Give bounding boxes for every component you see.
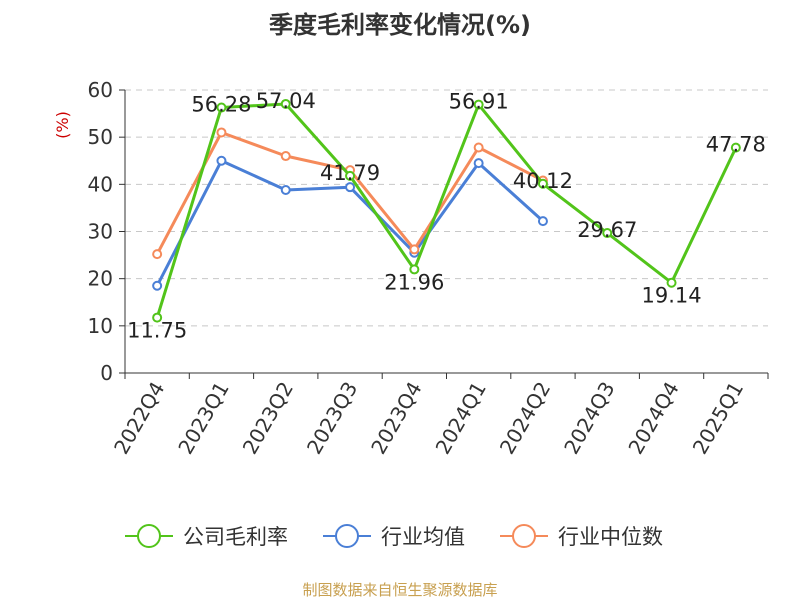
data-point xyxy=(216,155,227,166)
x-tick-label: 2023Q1 xyxy=(173,378,233,459)
x-tick-label: 2024Q2 xyxy=(495,378,555,459)
data-point xyxy=(345,170,356,181)
legend-marker xyxy=(512,524,536,548)
y-axis-label: (%) xyxy=(53,111,72,139)
data-label: 40.12 xyxy=(513,169,573,193)
source-note: 制图数据来自恒生聚源数据库 xyxy=(302,581,498,599)
data-label: 21.96 xyxy=(384,270,444,294)
legend-label: 行业中位数 xyxy=(558,525,663,549)
x-tick-label: 2024Q1 xyxy=(431,378,491,459)
legend-item[interactable]: 行业均值 xyxy=(323,524,465,549)
data-point xyxy=(345,182,356,193)
series-line xyxy=(155,102,738,319)
data-point xyxy=(409,244,420,255)
legend-item[interactable]: 行业中位数 xyxy=(500,524,663,549)
legend-label: 行业均值 xyxy=(381,525,465,549)
data-point xyxy=(152,280,163,291)
x-tick-label: 2023Q2 xyxy=(238,378,298,459)
data-point xyxy=(537,178,548,189)
data-label: 19.14 xyxy=(641,284,701,308)
data-point xyxy=(473,99,484,110)
data-label: 41.79 xyxy=(320,161,380,185)
y-tick-label: 60 xyxy=(88,78,113,102)
y-tick-label: 50 xyxy=(88,125,113,149)
y-tick-label: 30 xyxy=(88,220,113,244)
y-tick-label: 0 xyxy=(100,361,113,385)
data-point xyxy=(473,158,484,169)
data-label: 29.67 xyxy=(577,218,637,242)
legend-item[interactable]: 公司毛利率 xyxy=(125,524,288,549)
data-point xyxy=(473,142,484,153)
series-lines xyxy=(152,98,741,323)
x-tick-label: 2023Q4 xyxy=(366,378,426,459)
data-point xyxy=(152,249,163,260)
legend-label: 公司毛利率 xyxy=(183,525,288,549)
y-tick-label: 10 xyxy=(88,314,113,338)
data-labels: 11.75 56.28 57.04 41.79 21.96 56.91 40.12 29.67… xyxy=(127,89,766,343)
x-tick-label: 2024Q3 xyxy=(559,378,619,459)
data-point xyxy=(730,142,741,153)
y-tick-label: 40 xyxy=(88,172,113,196)
data-label: 47.78 xyxy=(706,133,766,157)
x-tick-label: 2022Q4 xyxy=(109,378,169,459)
x-tick-label: 2024Q4 xyxy=(623,378,683,459)
data-point xyxy=(537,216,548,227)
data-point xyxy=(666,277,677,288)
y-tick-label: 20 xyxy=(88,267,113,291)
data-point xyxy=(280,151,291,162)
data-point xyxy=(280,184,291,195)
data-point xyxy=(216,102,227,113)
data-point xyxy=(409,264,420,275)
data-point xyxy=(280,98,291,109)
legend-marker xyxy=(137,524,161,548)
data-point xyxy=(602,228,613,239)
chart-title: 季度毛利率变化情况(%) xyxy=(269,11,531,39)
data-label: 56.28 xyxy=(191,93,251,117)
legend-marker xyxy=(335,524,359,548)
x-tick-label: 2023Q3 xyxy=(302,378,362,459)
data-label: 57.04 xyxy=(256,89,316,113)
data-point xyxy=(216,127,227,138)
data-point xyxy=(152,312,163,323)
x-tick-label: 2025Q1 xyxy=(688,378,748,459)
legend: 公司毛利率 行业均值 行业中位数 xyxy=(125,524,663,549)
series-line xyxy=(155,131,544,255)
data-label: 56.91 xyxy=(449,90,509,114)
data-label: 11.75 xyxy=(127,319,187,343)
